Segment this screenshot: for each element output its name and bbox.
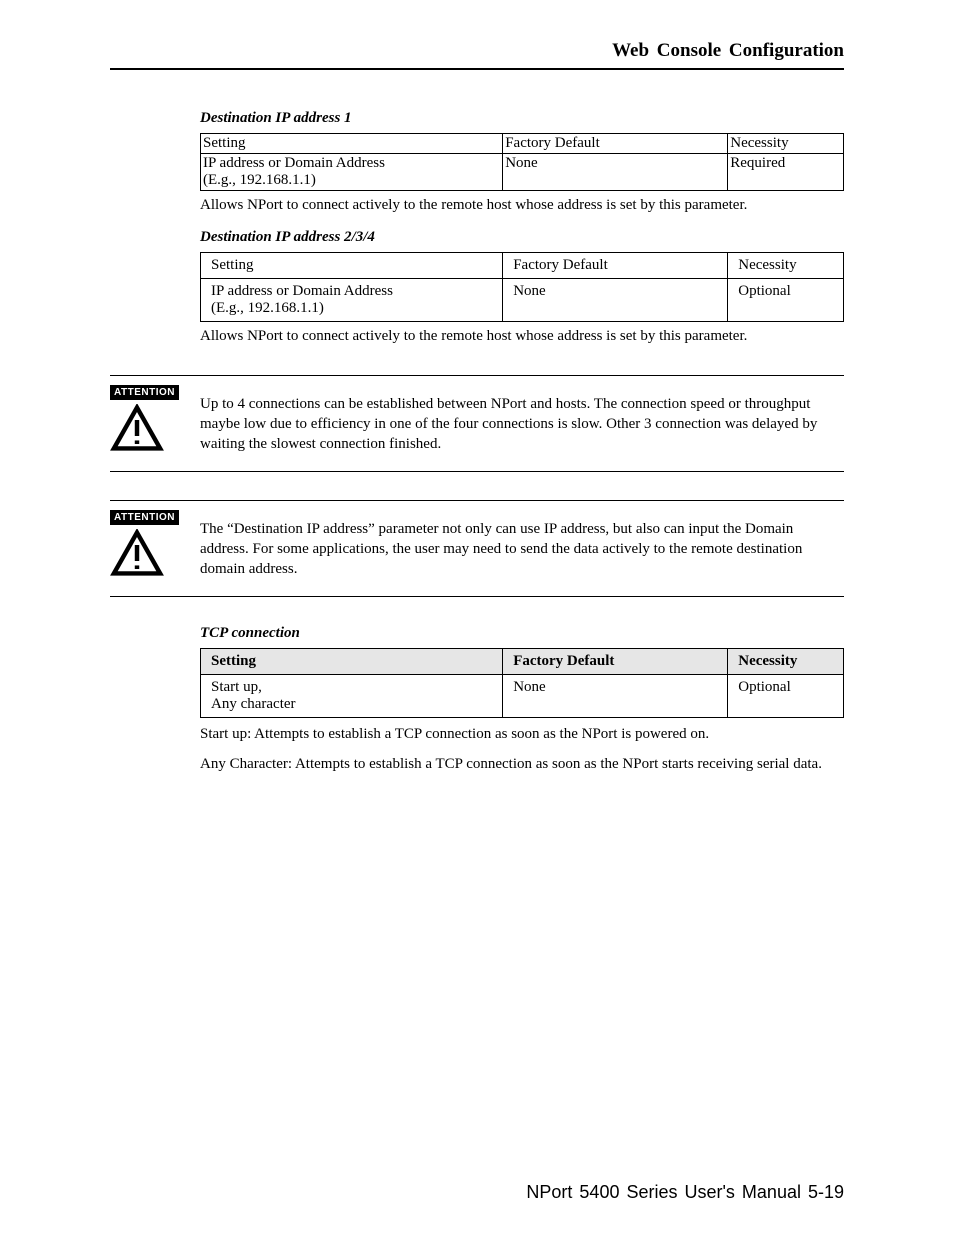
table-header-setting: Setting bbox=[201, 253, 503, 279]
note-tcp-startup: Start up: Attempts to establish a TCP co… bbox=[200, 724, 844, 744]
table-row: IP address or Domain Address(E.g., 192.1… bbox=[201, 279, 844, 322]
page-header: Web Console Configuration bbox=[110, 40, 844, 70]
table-header-factory-default: Factory Default bbox=[503, 648, 728, 674]
cell-factory-default: None bbox=[503, 674, 728, 717]
table-header-factory-default: Factory Default bbox=[503, 253, 728, 279]
table-header-setting: Setting bbox=[201, 134, 503, 154]
heading-dest-ip-1: Destination IP address 1 bbox=[200, 110, 844, 127]
attention-text: Up to 4 connections can be established b… bbox=[200, 382, 844, 455]
cell-necessity: Required bbox=[728, 154, 844, 191]
page-footer: NPort 5400 Series User's Manual 5-19 bbox=[526, 1182, 844, 1203]
cell-necessity: Optional bbox=[728, 674, 844, 717]
table-header-necessity: Necessity bbox=[728, 134, 844, 154]
warning-icon bbox=[110, 564, 164, 581]
attention-block-connections: ATTENTION Up to 4 connections can be est… bbox=[110, 375, 844, 472]
attention-text: The “Destination IP address” parameter n… bbox=[200, 507, 844, 580]
table-tcp-connection: Setting Factory Default Necessity Start … bbox=[200, 648, 844, 718]
attention-label: ATTENTION bbox=[110, 385, 179, 400]
table-row: Start up,Any character None Optional bbox=[201, 674, 844, 717]
table-dest-ip-1: Setting Factory Default Necessity IP add… bbox=[200, 133, 844, 191]
cell-necessity: Optional bbox=[728, 279, 844, 322]
table-header-setting: Setting bbox=[201, 648, 503, 674]
cell-setting: IP address or Domain Address(E.g., 192.1… bbox=[201, 154, 503, 191]
cell-setting: Start up,Any character bbox=[201, 674, 503, 717]
note-dest-ip-1: Allows NPort to connect actively to the … bbox=[200, 195, 844, 215]
table-header-necessity: Necessity bbox=[728, 253, 844, 279]
table-row: IP address or Domain Address(E.g., 192.1… bbox=[201, 154, 844, 191]
heading-dest-ip-234: Destination IP address 2/3/4 bbox=[200, 229, 844, 246]
cell-setting: IP address or Domain Address(E.g., 192.1… bbox=[201, 279, 503, 322]
cell-factory-default: None bbox=[503, 279, 728, 322]
warning-icon bbox=[110, 439, 164, 456]
table-header-factory-default: Factory Default bbox=[503, 134, 728, 154]
table-dest-ip-234: Setting Factory Default Necessity IP add… bbox=[200, 252, 844, 322]
cell-factory-default: None bbox=[503, 154, 728, 191]
table-header-necessity: Necessity bbox=[728, 648, 844, 674]
attention-label: ATTENTION bbox=[110, 510, 179, 525]
heading-tcp-connection: TCP connection bbox=[200, 625, 844, 642]
note-dest-ip-234: Allows NPort to connect actively to the … bbox=[200, 326, 844, 346]
attention-block-domain: ATTENTION The “Destination IP address” p… bbox=[110, 500, 844, 597]
note-tcp-anychar: Any Character: Attempts to establish a T… bbox=[200, 754, 844, 774]
